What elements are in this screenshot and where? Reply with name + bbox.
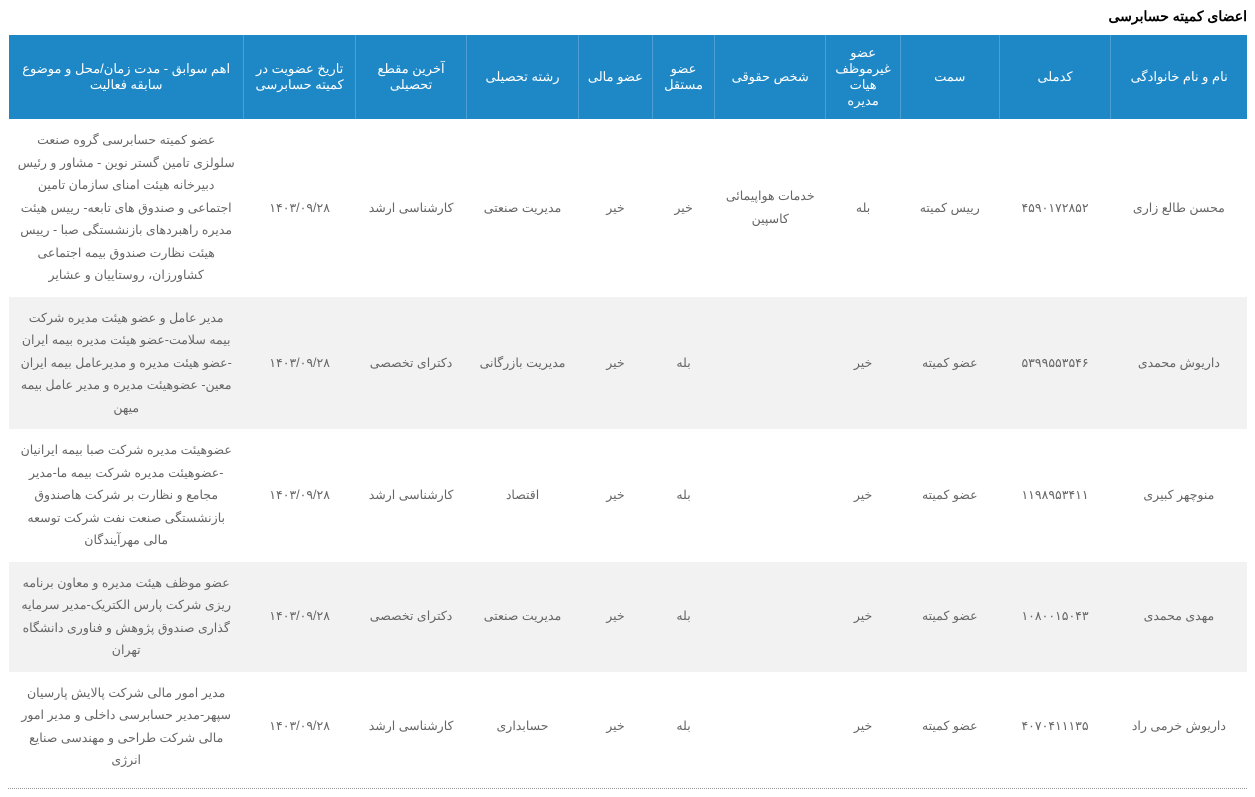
cell-fin: خیر (578, 297, 652, 430)
cell-legal (714, 297, 825, 430)
cell-fin: خیر (578, 562, 652, 672)
table-header-row: نام و نام خانوادگی کدملی سمت عضو غیرموظف… (9, 35, 1248, 119)
separator-line (8, 788, 1247, 789)
table-row: داریوش خرمی راد۴۰۷۰۴۱۱۱۳۵عضو کمیتهخیربله… (9, 672, 1248, 782)
table-body: محسن طالع زاری۴۵۹۰۱۷۲۸۵۲رییس کمیتهبلهخدم… (9, 119, 1248, 782)
cell-position: رییس کمیته (900, 119, 999, 297)
cell-nonemp: خیر (826, 562, 900, 672)
cell-exp: مدیر عامل و عضو هیئت مدیره شرکت بیمه سلا… (9, 297, 244, 430)
cell-code: ۱۰۸۰۰۱۵۰۴۳ (999, 562, 1110, 672)
cell-field: مدیریت صنعتی (467, 562, 578, 672)
cell-degree: کارشناسی ارشد (355, 119, 466, 297)
col-header-indep: عضو مستقل (653, 35, 715, 119)
cell-code: ۴۰۷۰۴۱۱۱۳۵ (999, 672, 1110, 782)
cell-indep: بله (653, 562, 715, 672)
cell-name: محسن طالع زاری (1111, 119, 1247, 297)
cell-position: عضو کمیته (900, 429, 999, 562)
cell-legal (714, 562, 825, 672)
cell-date: ۱۴۰۳/۰۹/۲۸ (244, 562, 355, 672)
cell-fin: خیر (578, 119, 652, 297)
cell-field: مدیریت بازرگانی (467, 297, 578, 430)
cell-nonemp: خیر (826, 429, 900, 562)
cell-indep: بله (653, 297, 715, 430)
cell-legal (714, 672, 825, 782)
cell-field: حسابداری (467, 672, 578, 782)
col-header-code: کدملی (999, 35, 1110, 119)
cell-position: عضو کمیته (900, 297, 999, 430)
cell-degree: دکترای تخصصی (355, 562, 466, 672)
cell-exp: عضو موظف هیئت مدیره و معاون برنامه ریزی … (9, 562, 244, 672)
cell-legal: خدمات هواپیمائی کاسپین (714, 119, 825, 297)
col-header-position: سمت (900, 35, 999, 119)
cell-date: ۱۴۰۳/۰۹/۲۸ (244, 297, 355, 430)
cell-field: مدیریت صنعتی (467, 119, 578, 297)
table-row: مهدی محمدی۱۰۸۰۰۱۵۰۴۳عضو کمیتهخیربلهخیرمد… (9, 562, 1248, 672)
col-header-degree: آخرین مقطع تحصیلی (355, 35, 466, 119)
cell-degree: کارشناسی ارشد (355, 429, 466, 562)
cell-nonemp: خیر (826, 672, 900, 782)
cell-indep: خیر (653, 119, 715, 297)
cell-code: ۴۵۹۰۱۷۲۸۵۲ (999, 119, 1110, 297)
col-header-fin: عضو مالی (578, 35, 652, 119)
cell-name: مهدی محمدی (1111, 562, 1247, 672)
cell-name: داریوش خرمی راد (1111, 672, 1247, 782)
cell-field: اقتصاد (467, 429, 578, 562)
col-header-exp: اهم سوابق - مدت زمان/محل و موضوع سابقه ف… (9, 35, 244, 119)
cell-position: عضو کمیته (900, 562, 999, 672)
cell-name: داریوش محمدی (1111, 297, 1247, 430)
col-header-nonemp: عضو غیرموظف هیات مدیره (826, 35, 900, 119)
table-row: منوچهر کبیری۱۱۹۸۹۵۳۴۱۱عضو کمیتهخیربلهخیر… (9, 429, 1248, 562)
cell-nonemp: خیر (826, 297, 900, 430)
cell-nonemp: بله (826, 119, 900, 297)
cell-date: ۱۴۰۳/۰۹/۲۸ (244, 119, 355, 297)
cell-indep: بله (653, 429, 715, 562)
committee-table: نام و نام خانوادگی کدملی سمت عضو غیرموظف… (8, 35, 1247, 782)
cell-fin: خیر (578, 429, 652, 562)
col-header-date: تاریخ عضویت در کمیته حسابرسی (244, 35, 355, 119)
cell-exp: عضو کمیته حسابرسی گروه صنعت سلولزی تامین… (9, 119, 244, 297)
cell-legal (714, 429, 825, 562)
cell-indep: بله (653, 672, 715, 782)
cell-fin: خیر (578, 672, 652, 782)
cell-date: ۱۴۰۳/۰۹/۲۸ (244, 429, 355, 562)
cell-code: ۱۱۹۸۹۵۳۴۱۱ (999, 429, 1110, 562)
cell-date: ۱۴۰۳/۰۹/۲۸ (244, 672, 355, 782)
cell-exp: مدیر امور مالی شرکت پالایش پارسیان سپهر-… (9, 672, 244, 782)
cell-name: منوچهر کبیری (1111, 429, 1247, 562)
col-header-name: نام و نام خانوادگی (1111, 35, 1247, 119)
cell-exp: عضوهیئت مدیره شرکت صبا بیمه ایرانیان -عض… (9, 429, 244, 562)
table-row: محسن طالع زاری۴۵۹۰۱۷۲۸۵۲رییس کمیتهبلهخدم… (9, 119, 1248, 297)
cell-degree: کارشناسی ارشد (355, 672, 466, 782)
table-row: داریوش محمدی۵۳۹۹۵۵۳۵۴۶عضو کمیتهخیربلهخیر… (9, 297, 1248, 430)
cell-position: عضو کمیته (900, 672, 999, 782)
col-header-legal: شخص حقوقی (714, 35, 825, 119)
col-header-field: رشته تحصیلی (467, 35, 578, 119)
page-title: اعضای کمیته حسابرسی (8, 8, 1247, 25)
cell-code: ۵۳۹۹۵۵۳۵۴۶ (999, 297, 1110, 430)
cell-degree: دکترای تخصصی (355, 297, 466, 430)
